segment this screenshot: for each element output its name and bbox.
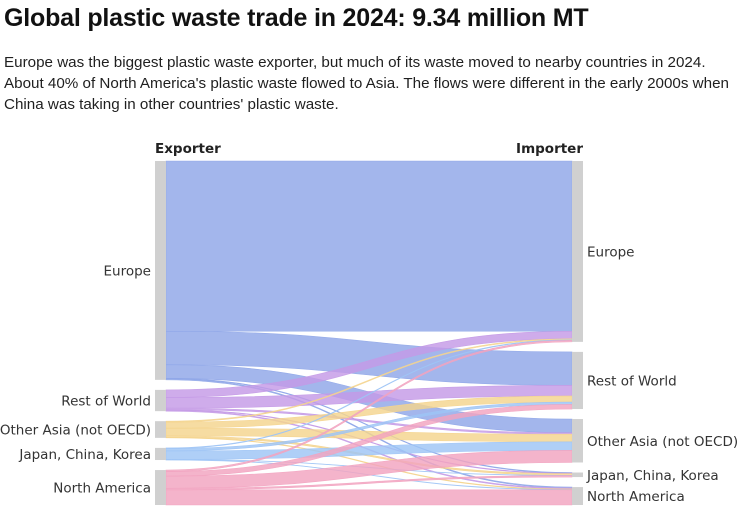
exporter-label-japan-china-korea: Japan, China, Korea	[18, 447, 151, 463]
exporter-label-rest-of-world: Rest of World	[61, 394, 151, 410]
page-subtitle: Europe was the biggest plastic waste exp…	[4, 54, 729, 113]
importer-node-other-asia-not-oecd	[572, 419, 583, 463]
exporter-node-europe	[155, 161, 166, 380]
exporter-node-other-asia-not-oecd	[155, 421, 166, 438]
flow-north-america-to-north-america	[165, 489, 573, 506]
exporter-label-other-asia-not-oecd: Other Asia (not OECD)	[0, 423, 151, 439]
exporter-node-japan-china-korea	[155, 447, 166, 461]
exporter-node-rest-of-world	[155, 389, 166, 412]
importer-label-japan-china-korea: Japan, China, Korea	[586, 468, 719, 484]
importer-node-north-america	[572, 487, 583, 505]
importer-label-rest-of-world: Rest of World	[587, 373, 677, 389]
exporter-node-north-america	[155, 470, 166, 505]
sankey-nodes	[155, 161, 583, 505]
exporter-header: Exporter	[155, 141, 221, 157]
importer-label-north-america: North America	[587, 489, 685, 505]
exporter-label-europe: Europe	[104, 263, 151, 279]
flow-links	[165, 160, 573, 506]
importer-node-rest-of-world	[572, 351, 583, 410]
importer-label-other-asia-not-oecd: Other Asia (not OECD)	[587, 434, 738, 450]
importer-header: Importer	[516, 141, 583, 157]
node-labels: Europe Rest of World Other Asia (not OECD)…	[0, 244, 738, 505]
importer-label-europe: Europe	[587, 244, 634, 260]
exporter-label-north-america: North America	[53, 481, 151, 497]
importer-node-japan-china-korea	[572, 472, 583, 478]
page-title: Global plastic waste trade in 2024: 9.34…	[4, 4, 589, 32]
importer-node-europe	[572, 161, 583, 342]
flow-europe-to-europe	[165, 160, 573, 332]
